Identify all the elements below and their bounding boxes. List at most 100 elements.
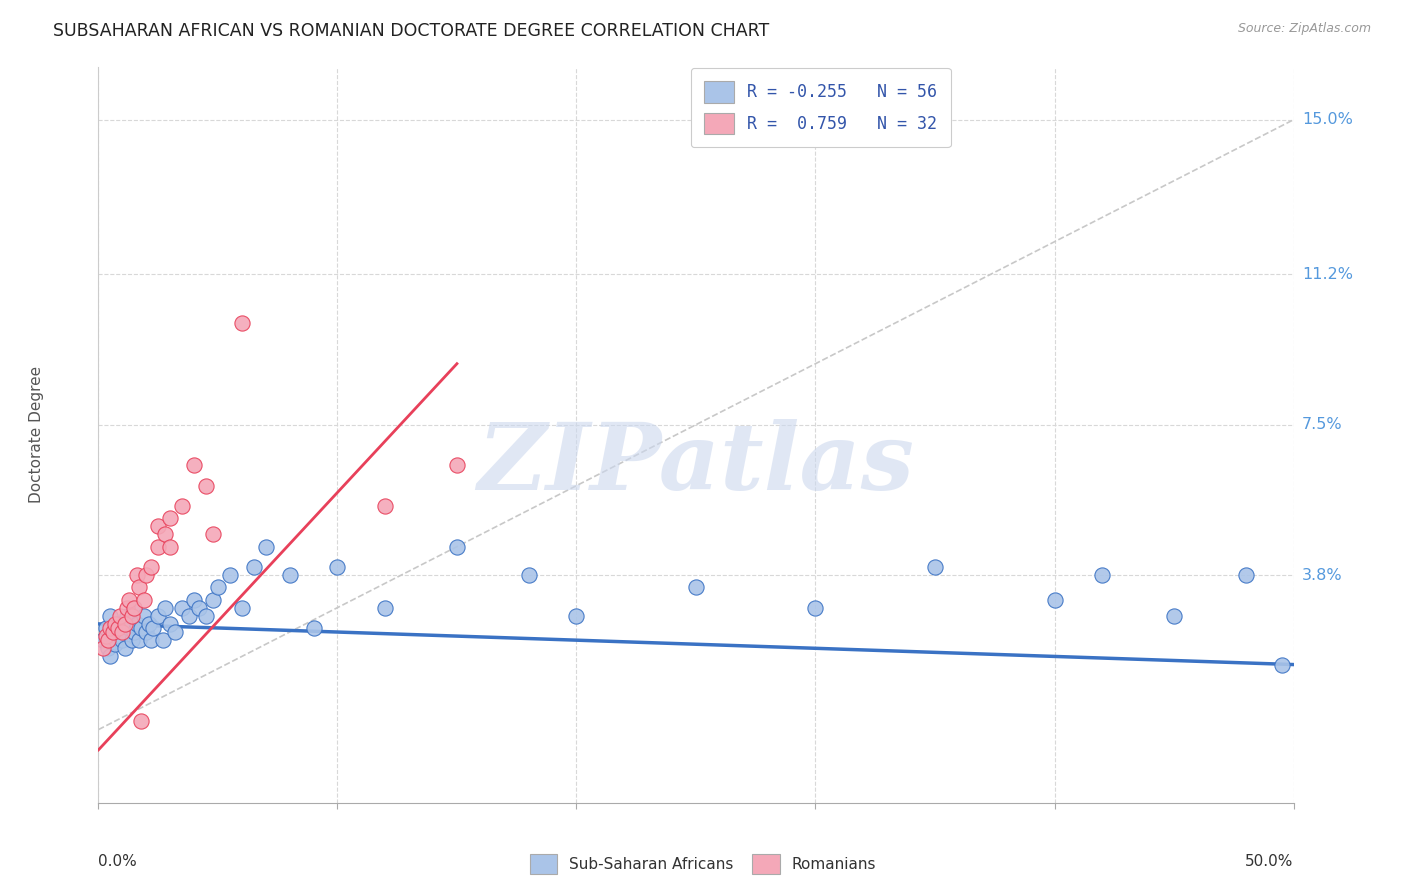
Text: 15.0%: 15.0% (1302, 112, 1353, 128)
Point (179, 608, 201, 623)
Point (159, 511, 181, 525)
Point (94, 621, 117, 635)
Point (104, 616, 127, 631)
Point (121, 633, 143, 648)
Point (517, 568, 540, 582)
Text: SUBSAHARAN AFRICAN VS ROMANIAN DOCTORATE DEGREE CORRELATION CHART: SUBSAHARAN AFRICAN VS ROMANIAN DOCTORATE… (53, 22, 769, 40)
Point (374, 499, 396, 513)
Text: Doctorate Degree: Doctorate Degree (28, 367, 44, 503)
Text: 0.0%: 0.0% (98, 855, 138, 870)
Point (107, 621, 129, 635)
Point (1043, 592, 1066, 607)
Point (97, 633, 120, 648)
Point (132, 592, 155, 607)
Point (98, 621, 122, 635)
Point (187, 600, 209, 615)
Point (152, 633, 174, 648)
Point (97, 641, 120, 656)
Point (135, 568, 157, 582)
Point (804, 600, 827, 615)
Point (101, 625, 124, 640)
Point (131, 714, 153, 729)
Point (231, 600, 253, 615)
Point (685, 580, 707, 594)
Text: Source: ZipAtlas.com: Source: ZipAtlas.com (1237, 22, 1371, 36)
Point (148, 519, 170, 533)
Point (148, 540, 170, 554)
Point (1163, 608, 1185, 623)
Text: 11.2%: 11.2% (1302, 267, 1353, 282)
Point (195, 608, 218, 623)
Point (115, 600, 138, 615)
Point (219, 568, 242, 582)
Point (446, 540, 468, 554)
Point (172, 600, 194, 615)
Point (101, 625, 124, 640)
Point (118, 592, 141, 607)
Point (163, 625, 186, 640)
Point (125, 616, 148, 631)
Point (278, 568, 301, 582)
Point (183, 458, 205, 473)
Point (326, 560, 349, 574)
Point (1271, 657, 1294, 672)
Point (131, 621, 153, 635)
Point (94, 629, 117, 643)
Text: 7.5%: 7.5% (1302, 417, 1343, 433)
Point (91, 641, 114, 656)
Point (148, 608, 170, 623)
Point (108, 608, 131, 623)
Point (924, 560, 946, 574)
Point (98, 649, 122, 664)
Point (111, 621, 134, 635)
Point (111, 625, 134, 640)
Point (207, 580, 229, 594)
Point (202, 592, 225, 607)
Point (108, 629, 131, 643)
Point (107, 616, 129, 631)
Point (125, 568, 148, 582)
Point (91, 633, 114, 648)
Point (128, 633, 150, 648)
Point (243, 560, 266, 574)
Point (118, 621, 141, 635)
Point (254, 540, 277, 554)
Point (302, 621, 325, 635)
Point (231, 316, 253, 330)
Point (142, 621, 165, 635)
Point (1091, 568, 1114, 582)
Point (172, 499, 194, 513)
Point (139, 560, 162, 574)
Point (155, 600, 177, 615)
Point (115, 608, 138, 623)
Point (111, 633, 134, 648)
Point (124, 625, 146, 640)
Point (159, 540, 181, 554)
Point (446, 458, 468, 473)
Legend: R = -0.255   N = 56, R =  0.759   N = 32: R = -0.255 N = 56, R = 0.759 N = 32 (690, 68, 950, 147)
Point (132, 608, 155, 623)
Point (183, 592, 205, 607)
Point (195, 478, 218, 492)
Point (124, 600, 146, 615)
Point (98, 608, 122, 623)
Point (374, 600, 396, 615)
Point (114, 616, 136, 631)
Point (114, 641, 136, 656)
Point (104, 637, 127, 651)
Text: 50.0%: 50.0% (1246, 855, 1294, 870)
Point (121, 608, 143, 623)
Point (139, 633, 162, 648)
Point (1234, 568, 1257, 582)
Point (138, 616, 160, 631)
Point (155, 527, 177, 541)
Text: 3.8%: 3.8% (1302, 567, 1343, 582)
Point (124, 600, 146, 615)
Point (159, 616, 181, 631)
Point (202, 527, 225, 541)
Point (135, 625, 157, 640)
Text: ZIPatlas: ZIPatlas (478, 419, 914, 509)
Point (565, 608, 588, 623)
Point (128, 580, 150, 594)
Legend: Sub-Saharan Africans, Romanians: Sub-Saharan Africans, Romanians (523, 848, 883, 880)
